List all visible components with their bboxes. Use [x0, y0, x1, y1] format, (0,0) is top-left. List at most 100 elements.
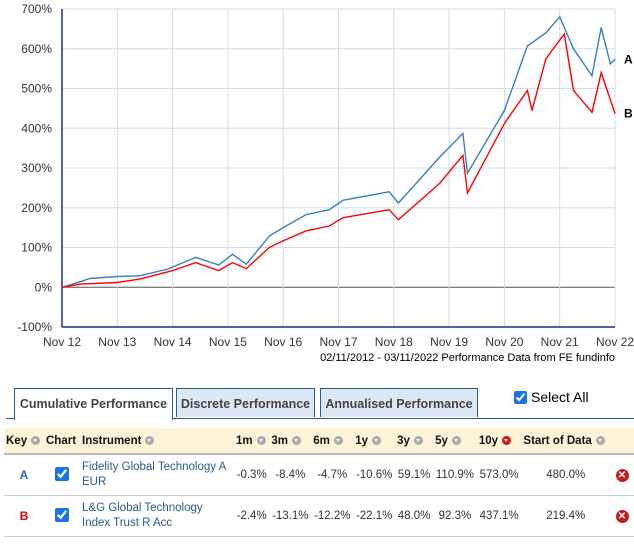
series-point-a — [388, 191, 390, 193]
chart-checkbox[interactable] — [55, 507, 69, 522]
series-point-b — [462, 154, 464, 156]
x-tick-label: Nov 13 — [98, 335, 136, 349]
row-key: B — [4, 495, 44, 537]
series-point-b — [116, 281, 118, 284]
col-chart: Chart — [44, 428, 80, 455]
col-3y[interactable]: 3y — [395, 428, 434, 455]
col-3m[interactable]: 3m — [269, 428, 312, 455]
series-point-b — [328, 225, 330, 227]
performance-tabs: Cumulative Performance Discrete Performa… — [6, 386, 634, 420]
tab-cumulative-performance[interactable]: Cumulative Performance — [14, 388, 173, 420]
y-tick-label: 0% — [35, 280, 53, 294]
sort-icon[interactable] — [31, 435, 41, 445]
remove-icon[interactable]: ✕ — [615, 509, 629, 523]
sort-icon[interactable] — [371, 435, 381, 445]
series-point-a — [591, 75, 593, 77]
x-tick-label: Nov 17 — [319, 335, 357, 349]
sort-icon[interactable] — [145, 435, 155, 445]
series-point-b — [397, 219, 400, 221]
series-point-b — [531, 109, 533, 111]
sort-icon[interactable] — [291, 435, 301, 445]
series-point-a — [195, 256, 197, 259]
chart-checkbox[interactable] — [55, 466, 69, 481]
sort-icon[interactable] — [451, 435, 461, 445]
series-point-a — [526, 45, 529, 47]
perf-value: 219.4% — [521, 495, 610, 537]
sort-icon[interactable] — [595, 435, 605, 445]
series-point-b — [439, 182, 441, 184]
series-point-b — [600, 72, 602, 74]
sort-icon[interactable] — [256, 435, 266, 445]
series-point-b — [545, 58, 547, 60]
perf-value: 480.0% — [521, 454, 610, 496]
series-point-b — [572, 89, 575, 92]
series-point-a — [231, 253, 234, 255]
x-tick-label: Nov 18 — [375, 335, 413, 349]
series-point-b — [342, 217, 344, 219]
tab-discrete-performance[interactable]: Discrete Performance — [176, 388, 315, 417]
y-tick-label: 100% — [21, 241, 52, 255]
perf-value: 437.1% — [476, 495, 522, 537]
perf-value: -12.2% — [311, 495, 354, 537]
perf-value: 59.1% — [395, 454, 434, 496]
table-row: A Fidelity Global Technology A EUR -0.3% -8… — [4, 454, 634, 496]
tab-annualised-performance[interactable]: Annualised Performance — [320, 388, 478, 417]
col-start-of-data[interactable]: Start of Data — [521, 428, 610, 455]
series-point-a — [503, 109, 505, 111]
series-point-a — [139, 275, 141, 277]
y-tick-label: 400% — [21, 121, 52, 135]
series-point-b — [282, 240, 284, 242]
series-point-b — [466, 192, 469, 194]
perf-value: -8.4% — [269, 454, 312, 496]
select-all[interactable]: Select All — [514, 389, 589, 405]
series-point-b — [305, 230, 307, 232]
remove-icon[interactable]: ✕ — [615, 468, 629, 482]
instrument-link[interactable]: Fidelity Global Technology A EUR — [80, 454, 234, 496]
col-key[interactable]: Key — [4, 428, 44, 455]
sort-icon[interactable] — [413, 435, 423, 445]
x-tick-label: Nov 21 — [541, 335, 579, 349]
series-label-b: B — [624, 107, 633, 121]
col-10y[interactable]: 10y — [476, 428, 522, 455]
source-note: 02/11/2012 - 03/11/2022 Performance Data… — [320, 352, 615, 364]
series-point-a — [89, 277, 91, 280]
series-point-a — [268, 235, 270, 237]
col-instrument[interactable]: Instrument — [80, 428, 234, 455]
series-point-b — [388, 209, 390, 211]
series-point-b — [503, 122, 505, 125]
series-point-a — [614, 58, 616, 61]
perf-value: -0.3% — [234, 454, 270, 496]
sort-icon[interactable] — [333, 435, 343, 445]
perf-value: -2.4% — [234, 495, 270, 537]
col-6m[interactable]: 6m — [311, 428, 354, 455]
perf-value: -10.6% — [353, 454, 396, 496]
table-row: B L&G Global Technology Index Trust R Acc… — [4, 495, 634, 537]
col-5y[interactable]: 5y — [433, 428, 477, 455]
series-line-b — [61, 32, 616, 288]
col-1m[interactable]: 1m — [234, 428, 270, 455]
x-tick-label: Nov 14 — [154, 335, 192, 349]
perf-value: 48.0% — [395, 495, 434, 537]
series-point-b — [614, 112, 616, 115]
y-tick-label: 700% — [21, 2, 52, 16]
x-tick-label: Nov 19 — [430, 335, 468, 349]
select-all-checkbox[interactable] — [514, 390, 527, 404]
series-point-b — [139, 278, 141, 280]
y-tick-label: -100% — [17, 320, 52, 334]
series-point-a — [572, 48, 575, 50]
series-label-a: A — [624, 52, 633, 66]
x-tick-label: Nov 12 — [43, 335, 81, 349]
instrument-link[interactable]: L&G Global Technology Index Trust R Acc — [80, 495, 234, 537]
series-point-a — [342, 199, 344, 201]
col-1y[interactable]: 1y — [353, 428, 396, 455]
row-key: A — [4, 454, 44, 496]
performance-chart: -100% 0% 100% 200% 300% 400% 500% 600% 700% Nov 1… — [17, 2, 634, 364]
series-point-b — [195, 262, 197, 264]
series-point-a — [328, 209, 330, 211]
series-point-a — [167, 268, 169, 270]
series-point-b — [526, 89, 529, 92]
x-tick-label: Nov 22 — [596, 335, 634, 349]
select-all-label: Select All — [531, 389, 589, 405]
perf-value: -4.7% — [311, 454, 354, 496]
sort-active-icon[interactable] — [502, 435, 511, 445]
